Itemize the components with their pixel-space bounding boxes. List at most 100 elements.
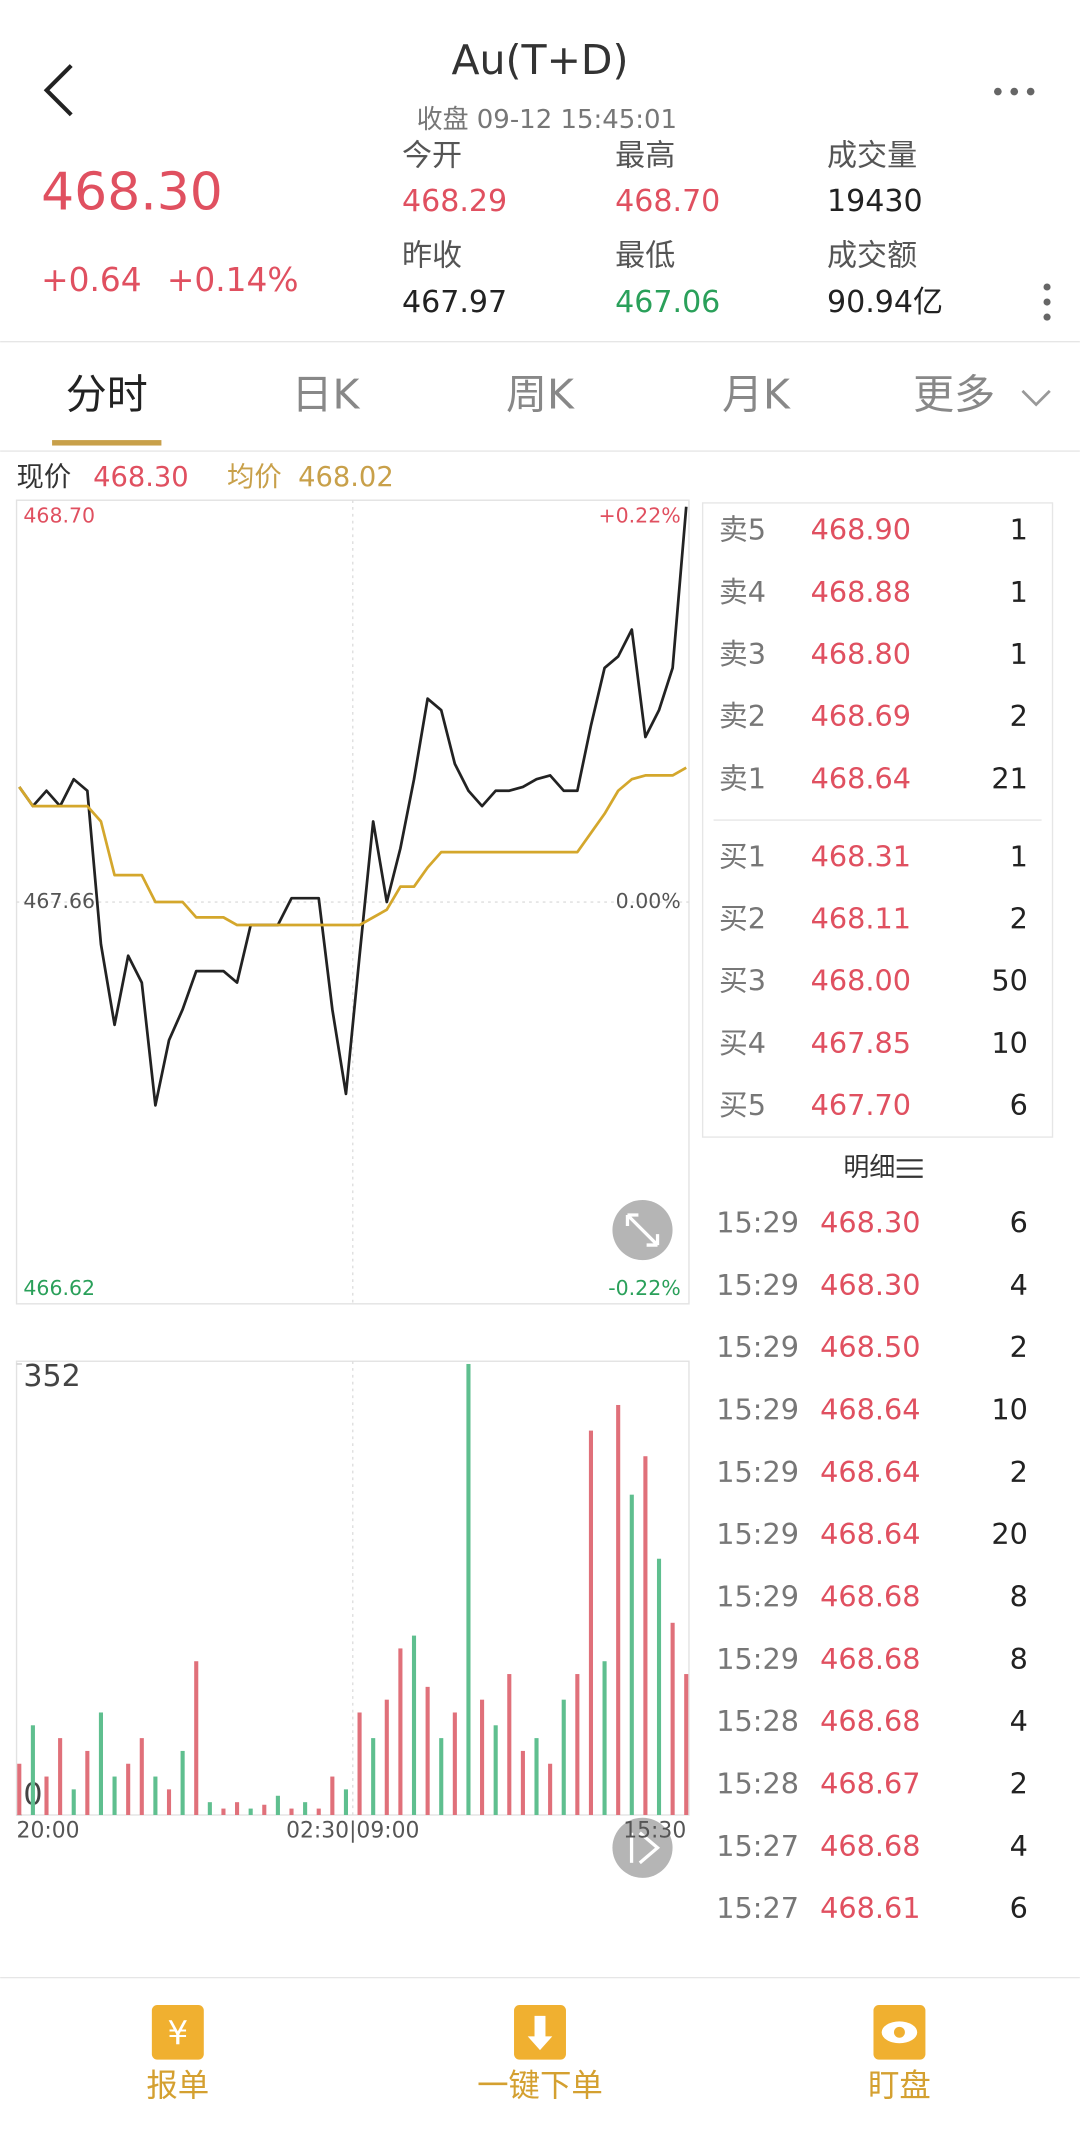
x-tick-label: 02:30|09:00 [286, 1818, 419, 1843]
volume-bar [139, 1738, 144, 1815]
volume-bar [425, 1686, 430, 1815]
toolbar-icon-glyph [527, 2015, 553, 2051]
trade-price: 468.68 [820, 1580, 920, 1614]
volume-bar [235, 1802, 240, 1815]
price-line [18, 766, 687, 927]
book-label: 买3 [719, 964, 766, 998]
stat-label: 成交额 [827, 238, 917, 273]
status: 收盘 09-12 15:45:01 [417, 105, 677, 135]
x-tick-label: 20:00 [17, 1818, 80, 1843]
volume-bar [85, 1750, 90, 1815]
toolbar-label[interactable]: 报单 [146, 2068, 209, 2104]
book-label: 买5 [719, 1088, 766, 1122]
trade-price: 468.67 [820, 1766, 920, 1800]
toolbar-icon-glyph [893, 2026, 905, 2038]
legend-avg-label: 均价 [227, 462, 282, 493]
change-pct: +0.14% [167, 261, 299, 299]
stats-more[interactable] [1043, 283, 1051, 321]
volume-bar [439, 1738, 444, 1815]
trade-price: 468.68 [820, 1642, 920, 1676]
volume-bar [656, 1558, 662, 1815]
volume-bar [507, 1674, 512, 1815]
x-tick-label: 15:30 [623, 1818, 686, 1843]
volume-bar [303, 1802, 308, 1815]
volume-bar [112, 1776, 117, 1815]
volume-bar [616, 1404, 621, 1815]
trade-time: 15:29 [716, 1393, 799, 1427]
legend-avg: 468.02 [298, 462, 394, 493]
volume-bar [561, 1699, 566, 1815]
toolbar-icon-text: ¥ [167, 2015, 188, 2053]
book-price: 468.64 [811, 761, 911, 795]
trade-time: 15:27 [716, 1829, 799, 1863]
book-price: 467.85 [811, 1026, 911, 1060]
trade-time: 15:29 [716, 1517, 799, 1551]
trade-time: 15:27 [716, 1891, 799, 1925]
tab[interactable]: 月K [722, 371, 791, 419]
y2-tick-label: 0.00% [616, 889, 681, 913]
stat-value: 19430 [827, 184, 923, 219]
legend-now: 468.30 [93, 462, 189, 493]
book-qty: 2 [1010, 901, 1028, 935]
toolbar-label[interactable]: 盯盘 [868, 2068, 931, 2104]
trade-qty: 8 [1010, 1642, 1028, 1676]
volume-bar [262, 1804, 267, 1815]
book-qty: 1 [1010, 637, 1028, 671]
book-label: 卖3 [719, 637, 766, 671]
tab[interactable]: 更多 [913, 371, 995, 419]
tab[interactable]: 周K [506, 371, 575, 419]
volume-bar [548, 1763, 553, 1815]
trade-price: 468.64 [820, 1393, 920, 1427]
y-tick-label: 468.70 [23, 504, 95, 528]
trade-qty: 4 [1010, 1829, 1028, 1863]
book-qty: 50 [991, 964, 1028, 998]
trade-price: 468.64 [820, 1517, 920, 1551]
trade-qty: 2 [1010, 1330, 1028, 1364]
volume-bar [452, 1712, 457, 1815]
stat-label: 今开 [402, 139, 462, 174]
trade-qty: 4 [1010, 1268, 1028, 1302]
book-label: 买4 [719, 1026, 766, 1060]
volume-bar [520, 1750, 525, 1815]
book-label: 卖4 [719, 575, 766, 609]
volume-bar [575, 1674, 580, 1815]
details-icon [896, 1159, 923, 1178]
details-title[interactable]: 明细 [843, 1153, 895, 1183]
trade-price: 468.68 [820, 1704, 920, 1738]
book-price: 468.31 [811, 839, 911, 873]
order-book-frame [701, 502, 1054, 1138]
more-menu[interactable] [994, 87, 1035, 96]
tab[interactable]: 日K [291, 371, 360, 419]
volume-bar [371, 1738, 376, 1815]
back-button[interactable] [43, 64, 73, 117]
stat-label: 最高 [615, 139, 675, 174]
y-tick-label: 466.62 [23, 1276, 95, 1300]
book-label: 买1 [719, 839, 766, 873]
zoom-button[interactable] [612, 1199, 673, 1261]
book-label: 卖5 [719, 513, 766, 547]
volume-bar [534, 1738, 539, 1815]
toolbar-icon [151, 2004, 204, 2060]
stat-label: 昨收 [402, 238, 462, 273]
trade-time: 15:28 [716, 1704, 799, 1738]
price-line [18, 506, 688, 1107]
play-button[interactable] [612, 1817, 673, 1878]
book-price: 468.69 [811, 699, 911, 733]
book-qty: 6 [1010, 1088, 1028, 1122]
volume-bar [384, 1699, 389, 1815]
book-label: 卖2 [719, 699, 766, 733]
volume-bar [30, 1725, 35, 1815]
toolbar-label[interactable]: 一键下单 [477, 2068, 603, 2104]
trade-qty: 20 [991, 1517, 1028, 1551]
volume-bar [684, 1674, 689, 1815]
tab[interactable]: 分时 [66, 371, 148, 419]
volume-bar [153, 1776, 158, 1815]
trade-qty: 2 [1010, 1455, 1028, 1489]
volume-bar [221, 1808, 226, 1815]
volume-bar [166, 1789, 172, 1815]
book-qty: 1 [1010, 839, 1028, 873]
volume-bar [629, 1494, 634, 1815]
volume-bar [466, 1363, 471, 1815]
